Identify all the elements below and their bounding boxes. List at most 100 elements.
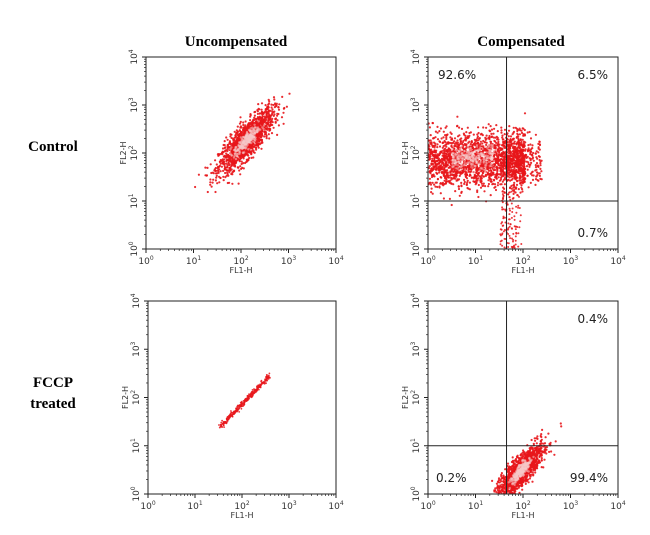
event-dot [469, 161, 472, 164]
y-axis-label: FL2-H [119, 141, 128, 164]
event-dot [468, 165, 471, 169]
event-dot [480, 147, 483, 150]
event-dot [489, 155, 493, 158]
event-dot [478, 161, 481, 164]
event-dot [255, 146, 258, 149]
event-dot [508, 213, 511, 216]
event-dot [267, 133, 270, 136]
event-dot [236, 409, 239, 412]
event-dot [228, 146, 231, 149]
event-dot [239, 173, 242, 176]
event-dot [451, 152, 454, 155]
event-dot [460, 144, 463, 147]
event-dot [232, 148, 236, 152]
event-dot [485, 157, 489, 160]
event-dot [517, 206, 520, 209]
event-dot [434, 130, 437, 133]
event-dot [261, 126, 264, 129]
event-dot [521, 161, 525, 164]
event-dot [455, 160, 458, 163]
event-dot [459, 140, 463, 143]
event-dot [260, 123, 264, 126]
event-dot [501, 138, 504, 141]
event-dot [488, 149, 491, 152]
event-dot [465, 155, 468, 158]
event-dot [451, 159, 454, 162]
y-axis-label: FL2-H [401, 141, 410, 164]
event-dot [522, 155, 526, 158]
row-label-treated: treated [30, 396, 76, 412]
event-dot [488, 175, 491, 179]
event-dot [225, 152, 228, 155]
event-dot [225, 156, 228, 159]
event-dot [226, 150, 229, 153]
event-dot [519, 191, 522, 194]
event-dot [512, 186, 515, 189]
event-dot [453, 151, 456, 154]
event-dot [507, 222, 510, 225]
event-dot [446, 169, 449, 172]
event-dot [523, 112, 527, 115]
event-dot [239, 405, 242, 407]
event-dot [277, 106, 280, 109]
event-dot [476, 161, 479, 164]
event-dot [240, 130, 243, 134]
event-dot [484, 165, 487, 169]
event-dot [520, 186, 523, 189]
event-dot [475, 157, 478, 160]
event-dot [243, 129, 246, 132]
event-dot [531, 156, 535, 159]
event-dot [451, 155, 455, 159]
event-dot [515, 175, 518, 178]
event-dot [487, 157, 490, 160]
event-dot [482, 139, 485, 143]
event-dot [483, 168, 486, 171]
event-dot [444, 141, 447, 144]
event-dot [448, 157, 451, 160]
event-dot [268, 124, 271, 127]
event-dot [476, 151, 479, 155]
event-dot [517, 245, 520, 248]
event-dot [511, 211, 514, 213]
event-dot [440, 151, 443, 154]
event-dot [500, 163, 503, 167]
event-dot [452, 155, 455, 158]
event-dot [489, 162, 493, 166]
event-dot [487, 169, 491, 172]
event-dot [504, 153, 507, 157]
event-dot [537, 142, 540, 145]
event-dot [501, 134, 504, 137]
event-dot [517, 154, 520, 157]
event-dot [469, 131, 472, 134]
x-tick-label: 101 [187, 500, 202, 512]
event-dot [484, 185, 487, 188]
event-dot [515, 205, 518, 208]
event-dot [444, 182, 447, 185]
event-dot [259, 126, 262, 129]
event-dot [471, 158, 475, 161]
event-dot [508, 191, 511, 194]
event-dot [472, 156, 475, 160]
event-dot [482, 146, 485, 149]
event-dot [276, 133, 279, 136]
event-dot [451, 155, 455, 159]
event-dot [490, 148, 493, 151]
event-dot [526, 168, 529, 171]
event-dot [456, 167, 459, 170]
event-dot [498, 179, 501, 182]
event-dot [282, 107, 285, 110]
event-dot [267, 375, 270, 378]
event-dot [487, 157, 490, 160]
event-dot [513, 159, 516, 162]
event-dot [468, 155, 471, 158]
event-dot [428, 170, 431, 174]
event-dot [471, 153, 474, 156]
event-dot [454, 157, 457, 160]
event-dot [463, 153, 467, 157]
event-dot [260, 147, 263, 150]
event-dot [222, 160, 225, 163]
event-dot [444, 150, 447, 153]
event-dot [456, 157, 460, 161]
event-dot [482, 158, 486, 161]
event-dot [516, 158, 519, 161]
